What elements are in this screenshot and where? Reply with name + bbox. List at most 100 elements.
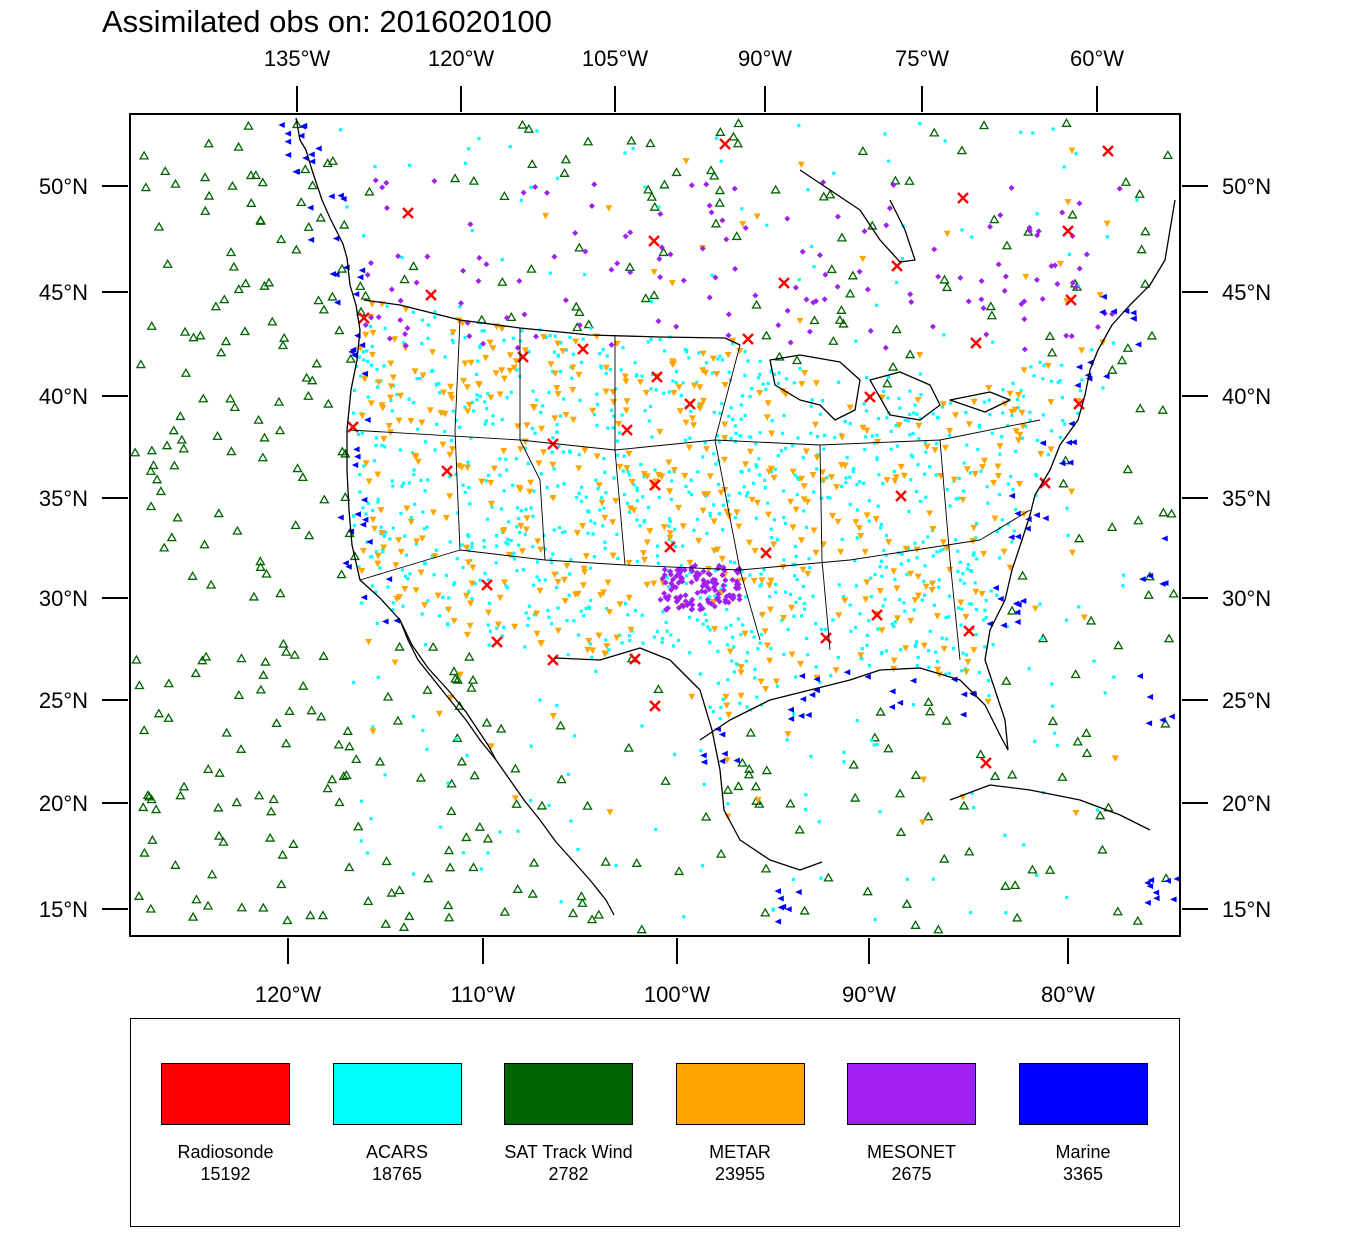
acars-marker (915, 412, 919, 416)
acars-marker (526, 623, 530, 628)
sat-wind-marker (318, 650, 329, 660)
acars-marker (972, 551, 976, 555)
sat-wind-marker (904, 175, 915, 185)
acars-marker (545, 485, 549, 490)
sat-wind-marker (233, 284, 244, 294)
legend-count: 18765 (371, 1164, 423, 1184)
metar-marker (765, 582, 773, 589)
sat-wind-marker (175, 790, 186, 800)
acars-marker (500, 258, 504, 262)
acars-marker (795, 493, 799, 497)
metar-marker (990, 479, 998, 487)
acars-marker (1060, 396, 1064, 400)
sat-wind-marker (139, 847, 150, 857)
sat-wind-marker (646, 191, 657, 201)
acars-marker (948, 504, 952, 508)
acars-marker (810, 244, 814, 249)
metar-marker (919, 819, 927, 826)
marine-marker (1103, 373, 1110, 380)
acars-marker (1062, 165, 1066, 169)
marine-marker (799, 696, 807, 703)
acars-marker (900, 257, 905, 261)
sat-wind-marker (342, 726, 353, 735)
acars-marker (1013, 508, 1018, 512)
marine-marker (774, 888, 781, 895)
acars-marker (568, 572, 572, 576)
sat-wind-marker (221, 727, 232, 737)
sat-wind-marker (339, 219, 350, 229)
acars-marker (669, 633, 673, 637)
acars-marker (998, 452, 1002, 456)
sat-wind-marker (653, 684, 664, 694)
sat-wind-marker (560, 154, 571, 164)
acars-marker (1079, 389, 1083, 393)
acars-marker (638, 524, 642, 528)
acars-marker (562, 482, 566, 486)
acars-marker (943, 139, 947, 143)
acars-marker (527, 350, 531, 354)
acars-marker (754, 516, 758, 520)
acars-marker (991, 642, 995, 647)
acars-marker (667, 470, 671, 474)
acars-marker (864, 409, 869, 413)
sat-wind-marker (1140, 278, 1151, 288)
sat-wind-marker (236, 653, 247, 663)
metar-marker (670, 389, 678, 397)
acars-marker (750, 386, 754, 391)
acars-marker (781, 489, 786, 493)
mesonet-marker (720, 582, 727, 589)
marine-marker (951, 676, 958, 683)
metar-marker (597, 592, 605, 599)
sat-wind-marker (526, 263, 537, 273)
acars-marker (905, 572, 909, 576)
acars-marker (698, 672, 702, 676)
acars-marker (934, 473, 938, 477)
acars-marker (697, 351, 701, 355)
acars-marker (653, 468, 657, 472)
mesonet-marker (402, 342, 409, 349)
sat-wind-marker (235, 743, 247, 753)
acars-marker (712, 410, 716, 414)
great-lakes (769, 354, 1011, 421)
marine-marker (969, 690, 976, 697)
acars-marker (662, 349, 667, 353)
sat-wind-marker (315, 212, 326, 222)
acars-marker (726, 802, 730, 806)
sat-wind-marker (751, 299, 762, 309)
marine-marker (1110, 308, 1117, 315)
metar-marker (359, 547, 367, 555)
metar-marker (463, 464, 471, 472)
metar-marker (984, 698, 992, 706)
metar-marker (371, 525, 379, 533)
acars-marker (954, 538, 958, 542)
acars-marker (966, 563, 970, 567)
acars-marker (987, 398, 991, 402)
acars-marker (499, 507, 504, 511)
mesonet-marker (784, 215, 791, 222)
metar-marker (517, 523, 525, 530)
metar-marker (613, 634, 621, 642)
mesonet-marker (729, 595, 736, 602)
acars-marker (655, 629, 660, 634)
acars-marker (408, 163, 412, 167)
acars-marker (793, 675, 798, 679)
acars-marker (924, 450, 928, 454)
legend-swatch (332, 1063, 462, 1125)
acars-marker (649, 387, 653, 391)
metar-marker (407, 518, 415, 526)
marine-marker (348, 348, 355, 355)
acars-marker (667, 517, 672, 521)
metar-marker (695, 537, 703, 545)
sat-wind-marker (175, 411, 186, 421)
metar-marker (616, 463, 624, 471)
marine-marker (358, 342, 366, 349)
acars-marker (832, 171, 836, 175)
marine-marker (278, 122, 285, 129)
metar-marker (569, 416, 577, 424)
sat-wind-marker (268, 794, 279, 804)
sat-wind-marker (306, 705, 317, 715)
metar-marker (959, 496, 967, 504)
marine-marker (353, 446, 360, 453)
map-title: Assimilated obs on: 2016020100 (102, 4, 552, 39)
acars-marker (433, 448, 437, 452)
